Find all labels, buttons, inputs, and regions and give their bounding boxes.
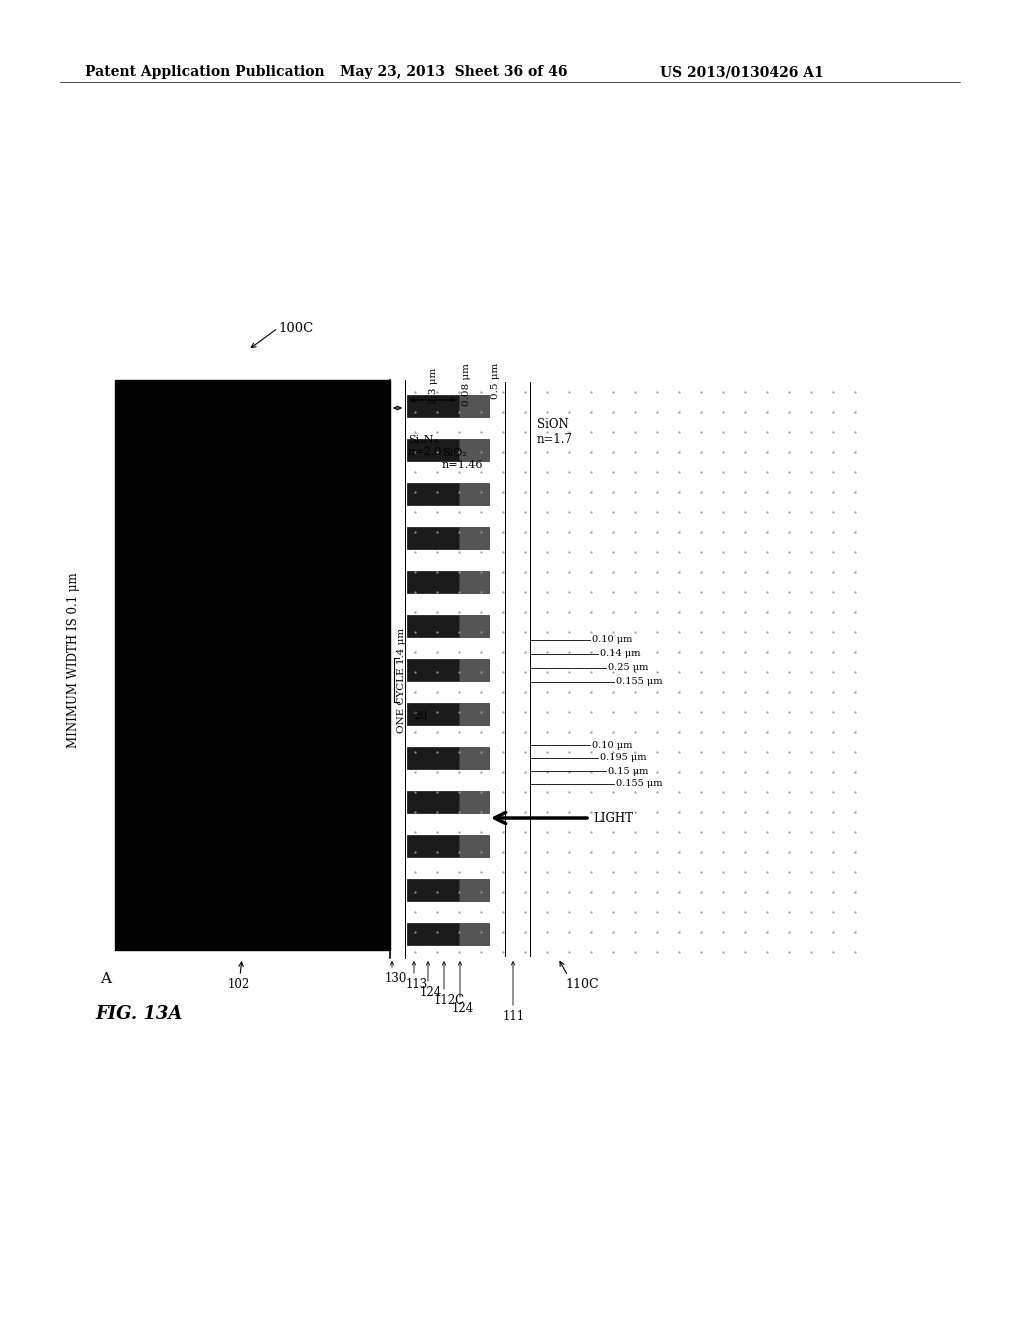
Bar	[407, 572, 459, 593]
Bar	[459, 704, 489, 725]
Text: SiO₂
n=1.46: SiO₂ n=1.46	[442, 447, 483, 470]
Bar	[115, 380, 390, 950]
Text: Patent Application Publication: Patent Application Publication	[85, 65, 325, 79]
Text: 130: 130	[385, 972, 408, 985]
Bar	[407, 440, 459, 461]
Text: ONE CYCLE 1.4 μm: ONE CYCLE 1.4 μm	[397, 627, 406, 733]
Text: |0.1 μm: |0.1 μm	[377, 385, 386, 425]
Text: A: A	[100, 972, 111, 986]
Text: 102: 102	[228, 978, 250, 991]
Bar	[407, 791, 459, 813]
Text: 0.155 μm: 0.155 μm	[616, 780, 663, 788]
Bar	[459, 836, 489, 857]
Bar	[459, 747, 489, 770]
Text: 111: 111	[503, 1010, 525, 1023]
Bar	[459, 483, 489, 506]
Bar	[407, 483, 459, 506]
Text: 0.08 μm: 0.08 μm	[462, 363, 471, 405]
Bar	[459, 395, 489, 417]
Bar	[407, 527, 459, 549]
Bar	[407, 395, 459, 417]
Text: MINIMUM WIDTH IS 0.1 μm: MINIMUM WIDTH IS 0.1 μm	[67, 572, 80, 748]
Text: 113: 113	[406, 978, 428, 991]
Text: Si₃N₄
n=2.0: Si₃N₄ n=2.0	[408, 436, 442, 457]
Text: 0.10 μm: 0.10 μm	[592, 741, 633, 750]
Bar	[407, 747, 459, 770]
Bar	[459, 923, 489, 945]
Text: LIGHT: LIGHT	[593, 812, 633, 825]
Bar	[459, 615, 489, 638]
Bar	[407, 704, 459, 725]
Text: 110C: 110C	[565, 978, 599, 991]
Bar	[459, 659, 489, 681]
Text: 124: 124	[420, 986, 442, 999]
Text: 124: 124	[452, 1002, 474, 1015]
Text: 2.3 μm: 2.3 μm	[428, 368, 437, 404]
Text: 0.195 μm: 0.195 μm	[600, 754, 646, 763]
Text: 0.10 μm: 0.10 μm	[592, 635, 633, 644]
Text: 0.14 μm: 0.14 μm	[600, 649, 640, 659]
Bar	[459, 572, 489, 593]
Bar	[459, 879, 489, 902]
Text: US 2013/0130426 A1: US 2013/0130426 A1	[660, 65, 823, 79]
Text: Si
n=4.1
k=0.04: Si n=4.1 k=0.04	[262, 408, 305, 451]
Text: 0.25 μm: 0.25 μm	[608, 664, 648, 672]
Bar	[407, 923, 459, 945]
Text: May 23, 2013  Sheet 36 of 46: May 23, 2013 Sheet 36 of 46	[340, 65, 567, 79]
Text: 20: 20	[413, 711, 427, 721]
Text: FIG. 13A: FIG. 13A	[95, 1005, 182, 1023]
Text: 0.155 μm: 0.155 μm	[616, 677, 663, 686]
Text: SiON
n=1.7: SiON n=1.7	[537, 418, 573, 446]
Bar	[407, 615, 459, 638]
Text: 0.15 μm: 0.15 μm	[608, 767, 648, 776]
Bar	[459, 791, 489, 813]
Bar	[407, 836, 459, 857]
Bar	[407, 879, 459, 902]
Text: 0.5 μm: 0.5 μm	[490, 363, 500, 399]
Text: 112C: 112C	[434, 994, 465, 1007]
Bar	[459, 527, 489, 549]
Text: 100C: 100C	[278, 322, 313, 335]
Bar	[459, 440, 489, 461]
Bar	[407, 659, 459, 681]
